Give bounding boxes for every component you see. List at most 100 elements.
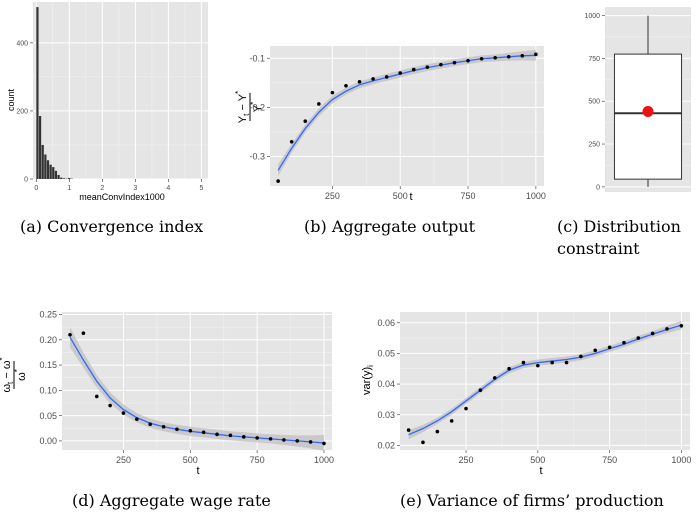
y-tick-label: 0.15 xyxy=(39,360,57,370)
data-point xyxy=(406,428,411,432)
data-point xyxy=(282,438,286,442)
x-tick-label: 4 xyxy=(166,185,170,192)
data-point xyxy=(439,62,443,67)
y-label-numerator-sup: * xyxy=(0,357,7,360)
y-label-numerator: Y xyxy=(237,115,249,123)
y-axis-label-group: var(y)i xyxy=(361,365,375,395)
x-tick-label: 1000 xyxy=(314,455,334,465)
caption-b: (b) Aggregate output xyxy=(304,217,476,236)
svg-text:ωt − ω*: ωt − ω* xyxy=(0,357,15,392)
data-point xyxy=(622,340,626,345)
data-point xyxy=(228,433,233,438)
data-point xyxy=(317,102,321,106)
histogram-bar xyxy=(49,164,52,179)
y-tick-label: 0.20 xyxy=(39,335,57,345)
y-axis-label-sub: i xyxy=(366,365,375,367)
x-tick-label: 250 xyxy=(116,455,131,465)
histogram-bar xyxy=(62,178,65,179)
data-point xyxy=(493,55,497,60)
plot-background xyxy=(33,2,208,179)
confidence-band xyxy=(278,49,536,177)
data-point xyxy=(215,432,219,437)
data-point xyxy=(255,436,259,440)
data-point xyxy=(344,83,348,88)
y-tick-label: 0.05 xyxy=(377,349,395,359)
y-tick-label: 0.25 xyxy=(39,310,57,320)
variance-firms-production-chart: var(y)i 0.02 0.03 0.04 0.05 0.06 250 500 750 100… xyxy=(361,312,691,477)
histogram-bar xyxy=(41,144,44,179)
smoothed-trend-line xyxy=(408,324,682,436)
x-axis-label: meanConvIndex1000 xyxy=(79,192,165,202)
data-point xyxy=(679,324,684,328)
data-point xyxy=(579,354,583,359)
svg-text:Y*: Y* xyxy=(249,102,264,112)
data-point xyxy=(161,424,166,429)
y-tick-label: 0.10 xyxy=(39,386,57,396)
y-label-numerator-minus: − Y xyxy=(237,93,249,113)
y-axis-label: count xyxy=(6,88,16,111)
y-axis-label: var(y) xyxy=(361,367,373,395)
y-tick-label: 1000 xyxy=(584,13,600,20)
svg-text:var(y)i: var(y)i xyxy=(361,365,375,395)
y-label-numerator-minus: − ω xyxy=(1,360,13,382)
svg-text:ω*: ω* xyxy=(13,369,28,381)
plot-area: 0.02 0.03 0.04 0.05 0.06 250 500 750 1000 xyxy=(377,312,691,465)
data-point xyxy=(449,419,454,423)
data-point xyxy=(268,437,273,441)
y-tick-label: 500 xyxy=(588,99,600,106)
y-axis-label-fraction: ωt − ω* ω* xyxy=(0,357,28,392)
y-tick-label: -0.3 xyxy=(249,152,265,162)
histogram-bar xyxy=(38,116,42,179)
data-point xyxy=(175,427,179,432)
data-point xyxy=(507,366,511,371)
plot-background xyxy=(400,312,690,450)
data-point xyxy=(201,430,206,435)
x-tick-label: 500 xyxy=(393,191,408,201)
y-label-numerator: ω xyxy=(1,384,13,393)
y-label-numerator-sub: t xyxy=(6,381,15,384)
data-point xyxy=(398,71,403,75)
data-point xyxy=(425,65,430,69)
plot-area: -0.3 -0.2 -0.1 250 500 750 1000 xyxy=(249,46,546,201)
data-point xyxy=(188,428,193,433)
y-tick-label: 200 xyxy=(16,108,28,115)
data-point xyxy=(492,376,497,380)
aggregate-wage-rate-chart: ωt − ω* ω* 0.000.050.100.150.200.2525050… xyxy=(0,310,334,477)
x-tick-label: 250 xyxy=(325,191,340,201)
convergence-index-histogram: count 0 200 400 0 1 2 3 4 5 meanConvIndex1000 xyxy=(6,2,208,202)
confidence-band xyxy=(70,327,324,452)
histogram-bar xyxy=(46,160,50,179)
data-point xyxy=(665,327,669,331)
x-tick-label: 750 xyxy=(602,455,617,465)
data-point xyxy=(384,75,389,79)
data-point xyxy=(550,360,554,365)
plot-area: 0 250 500 750 1000 xyxy=(584,7,691,192)
y-label-denominator-sup: * xyxy=(13,369,22,372)
x-tick-label: 0 xyxy=(34,185,38,192)
histogram-bar xyxy=(60,177,63,179)
plot-background xyxy=(270,46,544,186)
data-point xyxy=(303,119,308,123)
distribution-constraint-boxplot: 0 250 500 750 1000 xyxy=(584,7,691,192)
histogram-bar xyxy=(54,170,58,179)
data-point xyxy=(322,441,326,446)
y-tick-label: 750 xyxy=(588,56,600,63)
data-point xyxy=(295,439,300,443)
data-point xyxy=(94,394,99,399)
data-point xyxy=(466,58,470,63)
caption-a: (a) Convergence index xyxy=(20,217,204,236)
y-tick-label: 400 xyxy=(16,40,28,47)
y-tick-label: -0.2 xyxy=(249,103,265,113)
smoothed-trend-line xyxy=(277,54,536,171)
data-point xyxy=(564,360,569,365)
y-tick-label: 0.03 xyxy=(377,410,395,420)
y-label-denominator: Y xyxy=(252,104,264,112)
y-label-denominator-sup: * xyxy=(249,102,258,105)
caption-e: (e) Variance of firms’ production xyxy=(400,491,664,510)
smoothed-trend-line xyxy=(69,336,325,444)
data-point xyxy=(607,345,612,350)
histogram-bar xyxy=(36,7,39,179)
x-tick-label: 1000 xyxy=(526,191,546,201)
histogram-bar xyxy=(52,167,55,179)
